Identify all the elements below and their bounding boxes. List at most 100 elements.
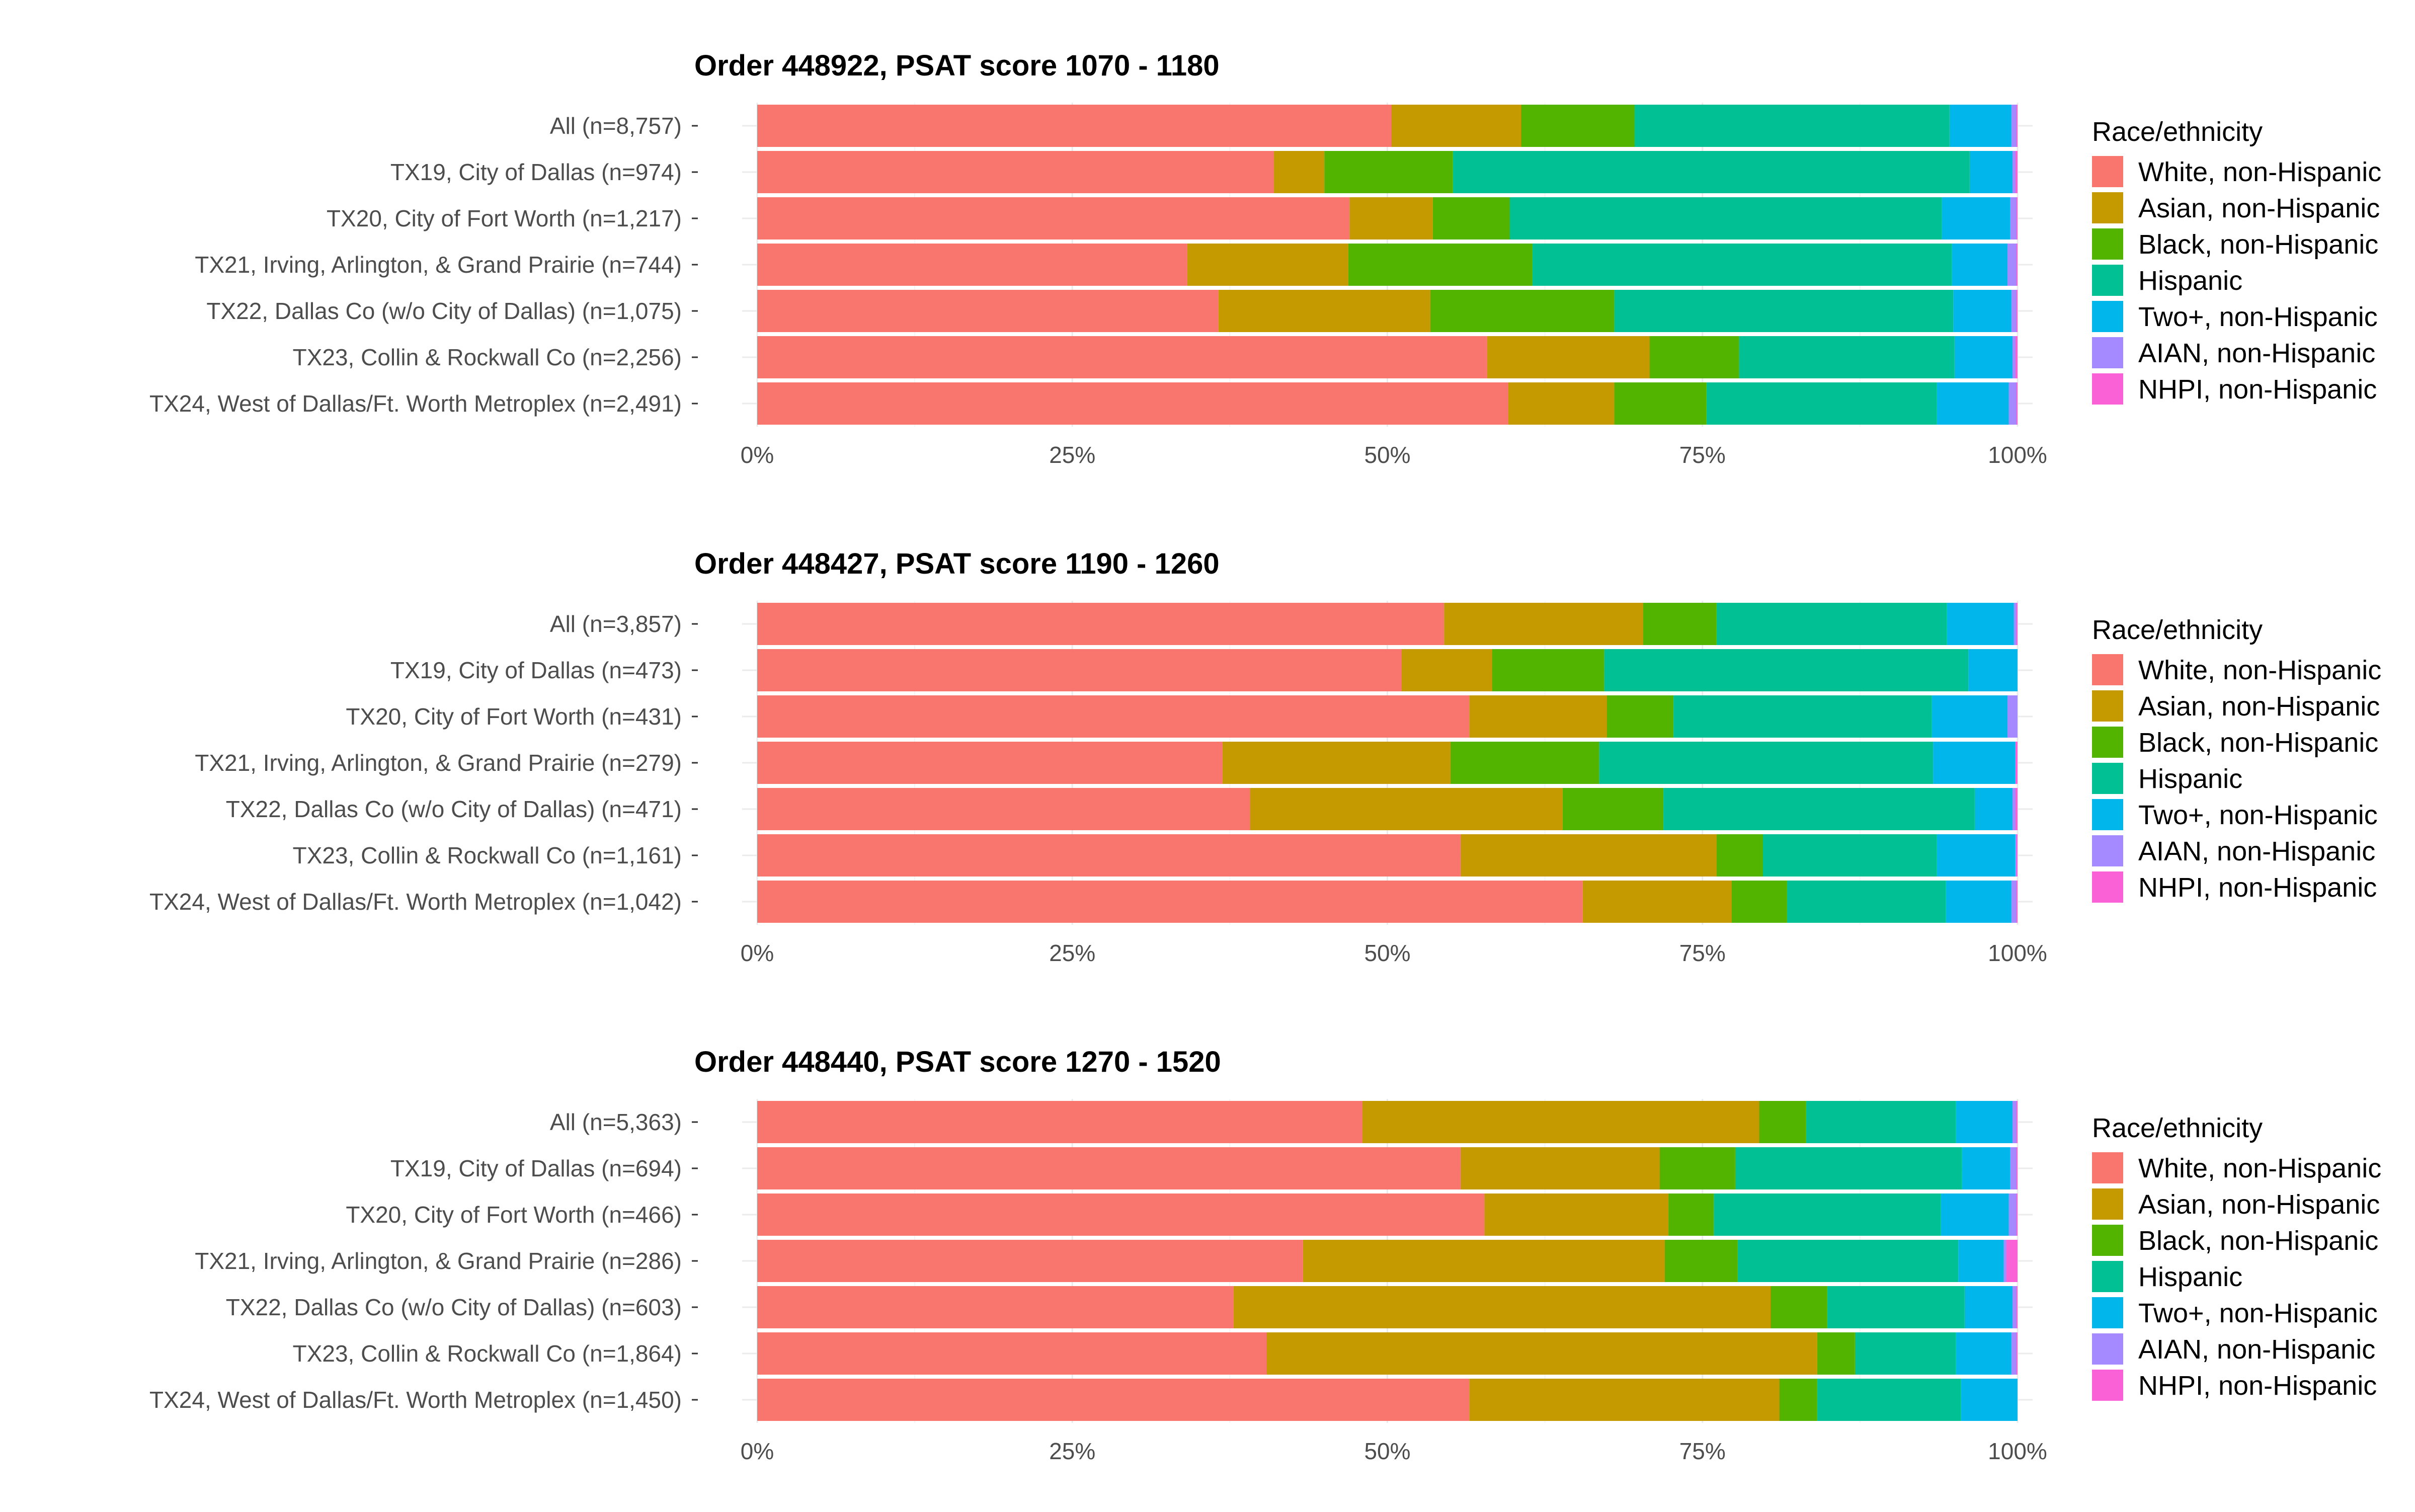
bar-segment — [1817, 1379, 1961, 1421]
x-tick-label: 25% — [1049, 1438, 1095, 1464]
bar-segment — [757, 382, 1508, 425]
bar-segment — [1668, 1193, 1714, 1236]
bar-segment — [2015, 742, 2018, 784]
bar-segment — [2011, 1332, 2017, 1375]
x-tick-label: 50% — [1364, 940, 1410, 966]
bar-segment — [2011, 290, 2017, 332]
bar-segment — [757, 290, 1219, 332]
bar-segment — [1937, 382, 2009, 425]
bar-segment — [1460, 834, 1717, 877]
bar-segment — [1817, 1332, 1855, 1375]
legend-swatch — [2092, 1370, 2123, 1401]
bar-segment — [757, 834, 1461, 877]
x-tick-label: 100% — [1988, 940, 2047, 966]
bar-segment — [1430, 290, 1615, 332]
bar-segment — [1453, 151, 1970, 193]
bar-segment — [2012, 1101, 2017, 1143]
bar-segment — [1659, 1147, 1735, 1189]
bar-segment — [2015, 834, 2017, 877]
bar-segment — [1274, 151, 1325, 193]
bar-segment — [1949, 105, 2011, 147]
bar-segment — [1521, 105, 1635, 147]
bar-segment — [757, 105, 1392, 147]
bar-segment — [1664, 1240, 1738, 1282]
legend-label: NHPI, non-Hispanic — [2138, 1371, 2377, 1401]
x-tick-label: 100% — [1988, 442, 2047, 468]
legend-label: NHPI, non-Hispanic — [2138, 872, 2377, 903]
legend-swatch — [2092, 727, 2123, 758]
bar-segment — [1391, 105, 1521, 147]
legend-label: Hispanic — [2138, 1262, 2242, 1292]
category-label: TX20, City of Fort Worth (n=1,217) — [327, 205, 682, 231]
bar-segment — [1634, 105, 1950, 147]
bar-segment — [1450, 742, 1599, 784]
legend-swatch — [2092, 373, 2123, 405]
legend-swatch — [2092, 1152, 2123, 1183]
bar-segment — [1432, 197, 1510, 240]
bar-segment — [757, 603, 1444, 645]
legend-label: White, non-Hispanic — [2138, 655, 2381, 685]
legend-label: Black, non-Hispanic — [2138, 728, 2378, 758]
bar-segment — [1604, 649, 1969, 691]
legend-swatch — [2092, 1188, 2123, 1220]
bar-segment — [1562, 788, 1664, 830]
legend-swatch — [2092, 690, 2123, 722]
bar-segment — [757, 1286, 1234, 1328]
bar-segment — [1233, 1286, 1771, 1328]
legend-swatch — [2092, 1261, 2123, 1292]
bar-segment — [757, 1332, 1267, 1375]
panel-3: Order 448440, PSAT score 1270 - 1520 All … — [149, 1046, 2381, 1464]
legend-swatch — [2092, 654, 2123, 685]
category-label: TX19, City of Dallas (n=694) — [390, 1155, 682, 1181]
bar-segment — [2015, 788, 2018, 830]
bar-segment — [2012, 151, 2015, 193]
legend-label: NHPI, non-Hispanic — [2138, 374, 2377, 405]
bar-segment — [1487, 336, 1650, 378]
bar-segment — [2016, 1101, 2018, 1143]
bar-segment — [1962, 1147, 2010, 1189]
legend-swatch — [2092, 337, 2123, 368]
bar-segment — [1532, 244, 1952, 286]
legend-label: Asian, non-Hispanic — [2138, 193, 2380, 223]
legend-swatch — [2092, 192, 2123, 223]
bar-segment — [1714, 1193, 1941, 1236]
bar-segment — [1250, 788, 1563, 830]
legend-swatch — [2092, 1225, 2123, 1256]
bar-segment — [1362, 1101, 1759, 1143]
bar-segment — [2015, 151, 2018, 193]
bar-segment — [757, 881, 1583, 923]
bar-segment — [1606, 695, 1674, 738]
legend-label: AIAN, non-Hispanic — [2138, 338, 2375, 368]
bar-segment — [2016, 1147, 2018, 1189]
bar-segment — [2012, 336, 2015, 378]
x-tick-label: 75% — [1679, 940, 1726, 966]
bar-segment — [1187, 244, 1348, 286]
bar-segment — [1937, 834, 2015, 877]
bar-segment — [757, 1379, 1470, 1421]
x-tick-label: 50% — [1364, 1438, 1410, 1464]
bar-segment — [1770, 1286, 1827, 1328]
bar-segment — [1952, 244, 2007, 286]
bar-segment — [1492, 649, 1604, 691]
bar-segment — [757, 742, 1223, 784]
legend-label: AIAN, non-Hispanic — [2138, 1334, 2375, 1365]
bar-segment — [1303, 1240, 1665, 1282]
bar-segment — [1222, 742, 1451, 784]
bar-segment — [2016, 197, 2018, 240]
bar-segment — [1961, 1379, 2018, 1421]
bar-segment — [757, 151, 1274, 193]
legend-label: Black, non-Hispanic — [2138, 1226, 2378, 1256]
bar-segment — [1460, 1147, 1660, 1189]
bar-segment — [1953, 290, 2011, 332]
bar-segment — [1444, 603, 1644, 645]
legend-swatch — [2092, 835, 2123, 866]
bar-segment — [1947, 603, 2014, 645]
bar-segment — [1827, 1286, 1965, 1328]
bar-segment — [1706, 382, 1937, 425]
legend-swatch — [2092, 1297, 2123, 1328]
x-tick-label: 0% — [741, 442, 774, 468]
legend-label: Hispanic — [2138, 764, 2242, 794]
category-label: TX19, City of Dallas (n=974) — [390, 159, 682, 185]
bar-segment — [1974, 788, 2013, 830]
